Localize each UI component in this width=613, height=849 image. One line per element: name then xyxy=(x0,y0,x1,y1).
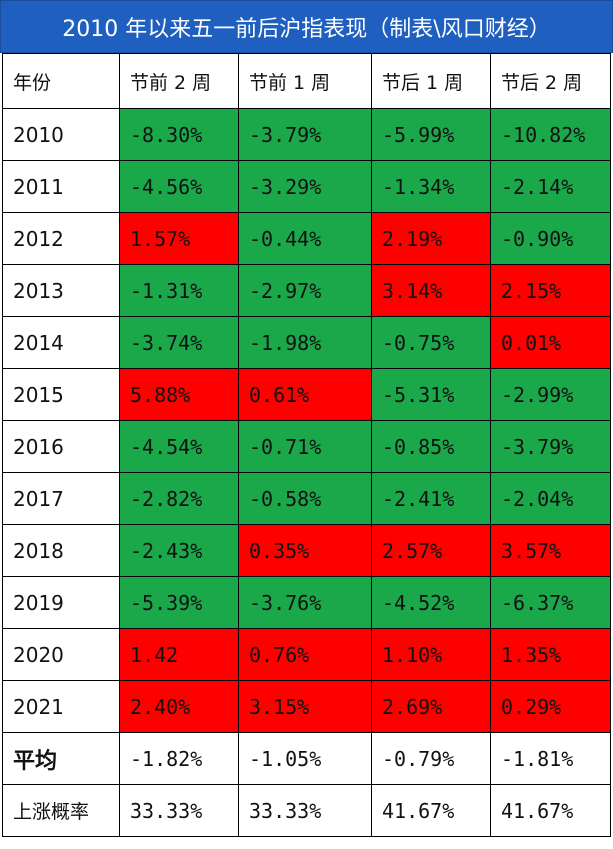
value-cell: 0.29% xyxy=(490,680,611,733)
value-cell: 5.88% xyxy=(119,368,239,421)
value-cell: -2.41% xyxy=(371,472,491,525)
value-cell: 2.69% xyxy=(371,680,491,733)
value-cell: 0.61% xyxy=(238,368,372,421)
row-label: 上涨概率 xyxy=(2,784,120,837)
value-cell: -1.81% xyxy=(490,732,611,785)
row-label: 2012 xyxy=(2,212,120,265)
value-cell: -3.76% xyxy=(238,576,372,629)
header-post-1w: 节后 1 周 xyxy=(371,53,491,109)
value-cell: -8.30% xyxy=(119,108,239,161)
row-label: 2011 xyxy=(2,160,120,213)
value-cell: -0.58% xyxy=(238,472,372,525)
row-label: 2020 xyxy=(2,628,120,681)
value-cell: -0.79% xyxy=(371,732,491,785)
row-label: 2016 xyxy=(2,420,120,473)
value-cell: -0.71% xyxy=(238,420,372,473)
value-cell: -6.37% xyxy=(490,576,611,629)
value-cell: -5.39% xyxy=(119,576,239,629)
row-label: 2010 xyxy=(2,108,120,161)
value-cell: -3.74% xyxy=(119,316,239,369)
table-row: 2011 -4.56% -3.29% -1.34% -2.14% xyxy=(2,160,611,213)
value-cell: -1.82% xyxy=(119,732,239,785)
value-cell: -5.31% xyxy=(371,368,491,421)
value-cell: -10.82% xyxy=(490,108,611,161)
table-row: 2010 -8.30% -3.79% -5.99% -10.82% xyxy=(2,108,611,161)
table-row: 2019 -5.39% -3.76% -4.52% -6.37% xyxy=(2,576,611,629)
value-cell: -1.31% xyxy=(119,264,239,317)
value-cell: 2.57% xyxy=(371,524,491,577)
row-label: 平均 xyxy=(2,732,120,785)
value-cell: 3.15% xyxy=(238,680,372,733)
row-label: 2014 xyxy=(2,316,120,369)
value-cell: -4.54% xyxy=(119,420,239,473)
table-row: 2012 1.57% -0.44% 2.19% -0.90% xyxy=(2,212,611,265)
value-cell: -1.98% xyxy=(238,316,372,369)
value-cell: 41.67% xyxy=(490,784,611,837)
value-cell: -2.97% xyxy=(238,264,372,317)
value-cell: -4.52% xyxy=(371,576,491,629)
up-probability-row: 上涨概率 33.33% 33.33% 41.67% 41.67% xyxy=(2,784,611,837)
value-cell: 1.42 xyxy=(119,628,239,681)
value-cell: 0.35% xyxy=(238,524,372,577)
table-row: 2018 -2.43% 0.35% 2.57% 3.57% xyxy=(2,524,611,577)
header-post-2w: 节后 2 周 xyxy=(490,53,611,109)
row-label: 2015 xyxy=(2,368,120,421)
row-label: 2018 xyxy=(2,524,120,577)
value-cell: -0.85% xyxy=(371,420,491,473)
row-label: 2013 xyxy=(2,264,120,317)
table-row: 2015 5.88% 0.61% -5.31% -2.99% xyxy=(2,368,611,421)
value-cell: -3.29% xyxy=(238,160,372,213)
table-row: 2014 -3.74% -1.98% -0.75% 0.01% xyxy=(2,316,611,369)
table-row: 2016 -4.54% -0.71% -0.85% -3.79% xyxy=(2,420,611,473)
header-year: 年份 xyxy=(2,53,120,109)
value-cell: 3.57% xyxy=(490,524,611,577)
table-row: 2017 -2.82% -0.58% -2.41% -2.04% xyxy=(2,472,611,525)
row-label: 2017 xyxy=(2,472,120,525)
value-cell: -0.75% xyxy=(371,316,491,369)
value-cell: -0.90% xyxy=(490,212,611,265)
row-label: 2021 xyxy=(2,680,120,733)
value-cell: -1.34% xyxy=(371,160,491,213)
value-cell: -2.43% xyxy=(119,524,239,577)
value-cell: -4.56% xyxy=(119,160,239,213)
value-cell: -2.04% xyxy=(490,472,611,525)
value-cell: -2.82% xyxy=(119,472,239,525)
header-pre-1w: 节前 1 周 xyxy=(238,53,372,109)
value-cell: 0.76% xyxy=(238,628,372,681)
average-row: 平均 -1.82% -1.05% -0.79% -1.81% xyxy=(2,732,611,785)
value-cell: -2.14% xyxy=(490,160,611,213)
value-cell: 0.01% xyxy=(490,316,611,369)
table-row: 2021 2.40% 3.15% 2.69% 0.29% xyxy=(2,680,611,733)
value-cell: 33.33% xyxy=(119,784,239,837)
value-cell: -3.79% xyxy=(490,420,611,473)
value-cell: 2.40% xyxy=(119,680,239,733)
returns-table: 年份 节前 2 周 节前 1 周 节后 1 周 节后 2 周 2010 -8.30… xyxy=(2,53,611,837)
value-cell: 1.57% xyxy=(119,212,239,265)
header-row: 年份 节前 2 周 节前 1 周 节后 1 周 节后 2 周 xyxy=(2,53,611,109)
value-cell: -0.44% xyxy=(238,212,372,265)
header-pre-2w: 节前 2 周 xyxy=(119,53,239,109)
value-cell: 2.19% xyxy=(371,212,491,265)
table-row: 2020 1.42 0.76% 1.10% 1.35% xyxy=(2,628,611,681)
row-label: 2019 xyxy=(2,576,120,629)
value-cell: 1.10% xyxy=(371,628,491,681)
table-title: 2010 年以来五一前后沪指表现（制表\风口财经） xyxy=(0,0,613,53)
value-cell: 1.35% xyxy=(490,628,611,681)
value-cell: -1.05% xyxy=(238,732,372,785)
value-cell: 2.15% xyxy=(490,264,611,317)
value-cell: 41.67% xyxy=(371,784,491,837)
value-cell: -2.99% xyxy=(490,368,611,421)
table-row: 2013 -1.31% -2.97% 3.14% 2.15% xyxy=(2,264,611,317)
value-cell: 33.33% xyxy=(238,784,372,837)
value-cell: 3.14% xyxy=(371,264,491,317)
value-cell: -5.99% xyxy=(371,108,491,161)
value-cell: -3.79% xyxy=(238,108,372,161)
